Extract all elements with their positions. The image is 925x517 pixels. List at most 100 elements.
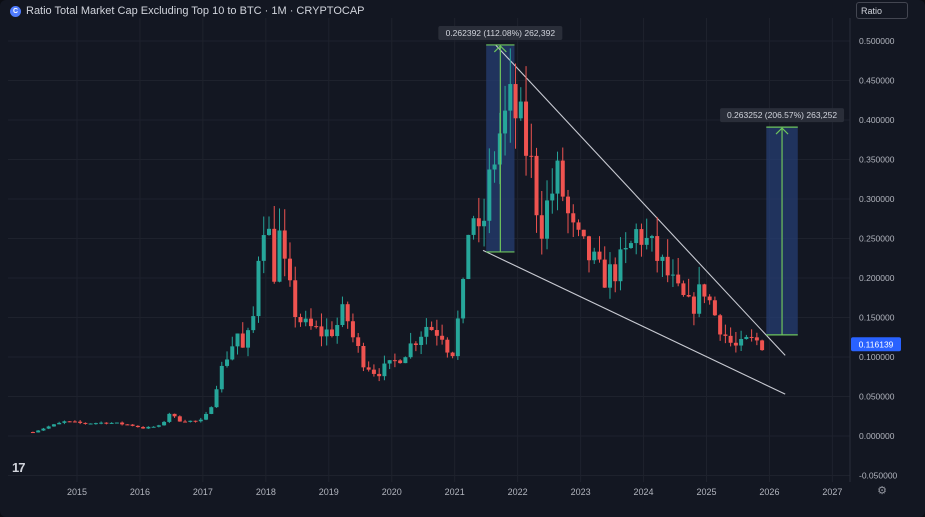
candle-body bbox=[613, 264, 618, 282]
candle-body bbox=[508, 84, 513, 111]
candle-body bbox=[167, 413, 172, 422]
candle-body bbox=[114, 422, 119, 424]
candle-body bbox=[413, 343, 418, 345]
x-tick-label: 2018 bbox=[256, 487, 276, 497]
candle-body bbox=[571, 213, 576, 223]
candle-body bbox=[518, 101, 523, 119]
candle-body bbox=[146, 426, 151, 429]
candle-body bbox=[718, 315, 723, 335]
candle-body bbox=[487, 169, 492, 221]
candle-body bbox=[539, 215, 544, 239]
candle-body bbox=[555, 160, 560, 194]
candle-body bbox=[204, 413, 209, 420]
candle-body bbox=[62, 421, 67, 423]
arrow-up-icon bbox=[775, 127, 789, 135]
candle-body bbox=[744, 336, 749, 340]
trendlines bbox=[482, 44, 786, 395]
measure-label-bg bbox=[720, 108, 845, 123]
candle-body bbox=[754, 337, 759, 341]
y-axis: 0.500000 0.450000 0.400000 0.350000 0.300000… bbox=[859, 36, 898, 481]
y-tick-label: 0.000000 bbox=[859, 431, 895, 441]
candle-body bbox=[408, 343, 413, 358]
candle-body bbox=[471, 218, 476, 235]
trendline bbox=[482, 249, 786, 395]
y-tick-label: 0.450000 bbox=[859, 76, 895, 86]
candle-body bbox=[246, 330, 251, 348]
candle-body bbox=[209, 407, 214, 414]
measure-label: 0.263252 (206.57%) 263,252 bbox=[727, 110, 837, 120]
candle-body bbox=[198, 419, 203, 422]
x-tick-label: 2019 bbox=[319, 487, 339, 497]
x-axis: 2015 2016 2017 2018 2019 2020 2021 2022 2023 2024… bbox=[67, 487, 842, 497]
candle-body bbox=[172, 413, 177, 417]
ratio-button[interactable]: Ratio bbox=[856, 2, 908, 19]
candle-body bbox=[151, 426, 156, 428]
candle-body bbox=[298, 317, 303, 323]
candle-body bbox=[230, 346, 235, 360]
candle-body bbox=[466, 234, 471, 280]
candle-body bbox=[581, 229, 586, 237]
candle-body bbox=[534, 155, 539, 216]
candle-body bbox=[256, 260, 261, 317]
last-price-label: 0.116139 bbox=[859, 339, 894, 349]
candle-body bbox=[266, 228, 271, 236]
candle-body bbox=[193, 420, 198, 422]
candle-body bbox=[660, 256, 665, 261]
trendline bbox=[495, 44, 786, 356]
y-tick-label: 0.100000 bbox=[859, 352, 895, 362]
candle-body bbox=[492, 164, 497, 170]
candle-body bbox=[476, 218, 481, 227]
candle-body bbox=[104, 422, 109, 424]
candle-body bbox=[560, 160, 565, 197]
gear-icon[interactable]: ⚙ bbox=[877, 485, 887, 497]
y-tick-label: 0.500000 bbox=[859, 36, 895, 46]
candle-body bbox=[618, 249, 623, 282]
candle-body bbox=[251, 316, 256, 331]
candle-body bbox=[225, 359, 230, 366]
x-tick-label: 2027 bbox=[822, 487, 842, 497]
candle-body bbox=[623, 247, 628, 250]
candle-body bbox=[382, 363, 387, 377]
y-tick-label: 0.200000 bbox=[859, 273, 895, 283]
candle-body bbox=[287, 258, 292, 281]
y-tick-label: 0.250000 bbox=[859, 234, 895, 244]
measure-boxes bbox=[486, 44, 798, 335]
candle-body bbox=[482, 220, 487, 227]
candle-body bbox=[36, 430, 41, 433]
candle-body bbox=[434, 330, 439, 336]
candle-body bbox=[403, 357, 408, 364]
candle-body bbox=[644, 237, 649, 245]
x-tick-label: 2016 bbox=[130, 487, 150, 497]
candle-body bbox=[503, 110, 508, 134]
candle-body bbox=[602, 259, 607, 288]
chart-title[interactable]: Ratio Total Market Cap Excluding Top 10 … bbox=[26, 5, 365, 17]
candle-body bbox=[272, 228, 277, 282]
candle-body bbox=[93, 423, 98, 425]
candle-body bbox=[120, 422, 125, 425]
candle-body bbox=[214, 389, 219, 408]
candle-body bbox=[566, 196, 571, 214]
candle-body bbox=[308, 318, 313, 327]
candle-body bbox=[282, 230, 287, 259]
candle-body bbox=[550, 193, 555, 201]
candles bbox=[30, 48, 765, 434]
candle-body bbox=[183, 421, 188, 423]
tradingview-logo[interactable]: 17 bbox=[12, 460, 26, 475]
x-tick-label: 2017 bbox=[193, 487, 213, 497]
candle-body bbox=[188, 420, 193, 422]
y-tick-label: 0.400000 bbox=[859, 115, 895, 125]
candle-body bbox=[670, 274, 675, 276]
y-tick-label: -0.050000 bbox=[859, 471, 898, 481]
y-tick-label: 0.350000 bbox=[859, 155, 895, 165]
candle-body bbox=[529, 155, 534, 157]
candle-body bbox=[88, 423, 93, 425]
candle-body bbox=[141, 427, 146, 429]
grid-layer bbox=[8, 18, 851, 482]
candle-body bbox=[240, 333, 245, 348]
candle-body bbox=[524, 101, 529, 156]
candle-body bbox=[361, 345, 366, 368]
y-tick-label: 0.050000 bbox=[859, 392, 895, 402]
candle-body bbox=[586, 236, 591, 261]
measure-label-bg bbox=[438, 25, 563, 40]
